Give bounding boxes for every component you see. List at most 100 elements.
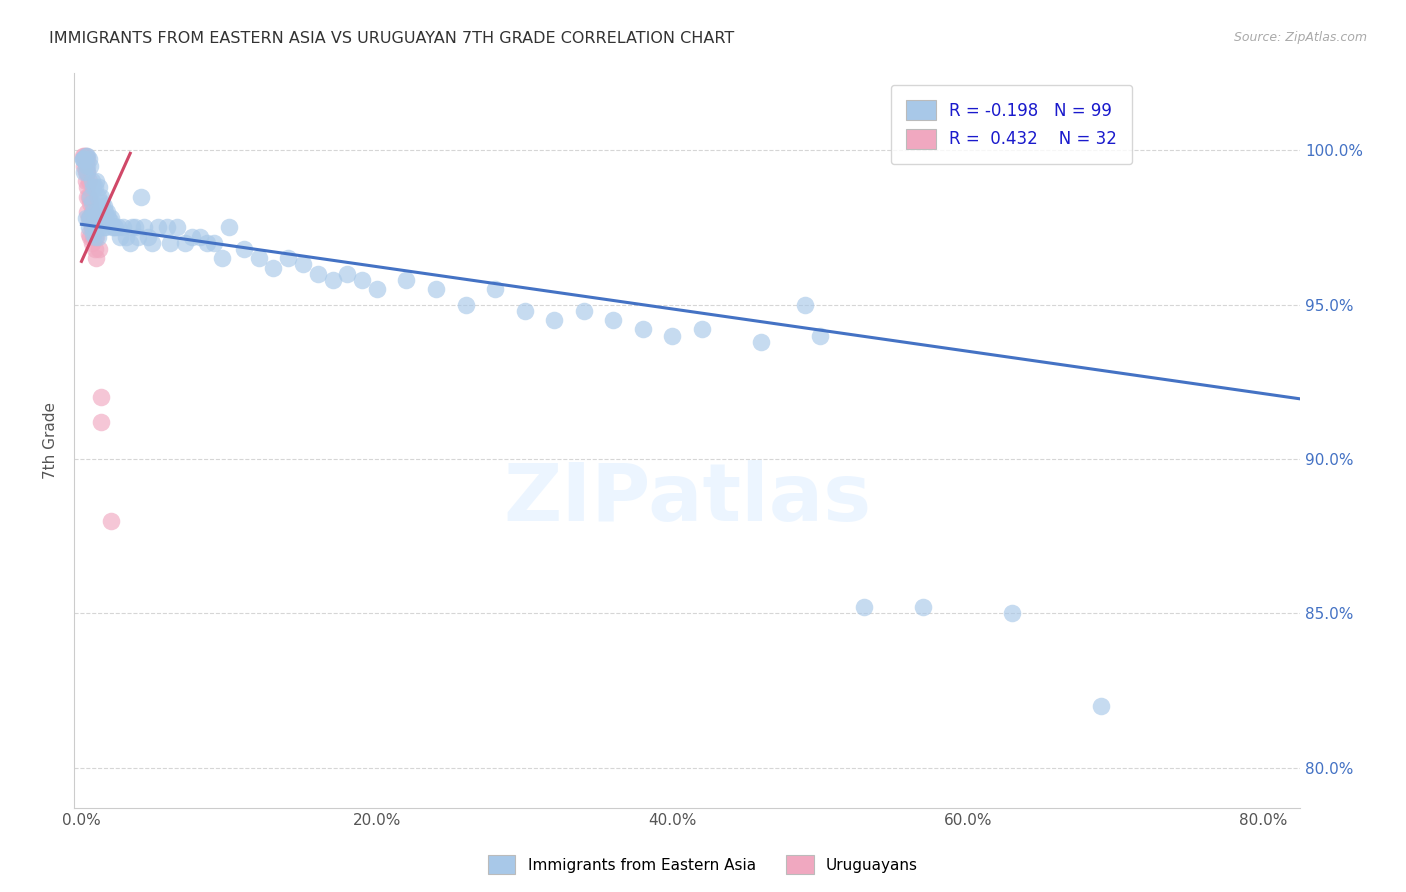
Point <box>77 211 100 226</box>
Point <box>808 328 831 343</box>
Point <box>97 211 120 226</box>
Point <box>87 229 110 244</box>
Point <box>82 229 104 244</box>
Point <box>87 189 110 203</box>
Point <box>80 220 103 235</box>
Point <box>72 153 94 167</box>
Point <box>83 242 105 256</box>
Point <box>166 220 188 235</box>
Point <box>75 149 97 163</box>
Point <box>543 313 565 327</box>
Point <box>127 229 149 244</box>
Point <box>77 220 100 235</box>
Point <box>80 195 103 210</box>
Point <box>141 235 163 250</box>
Point <box>307 267 329 281</box>
Point <box>484 282 506 296</box>
Point <box>322 273 344 287</box>
Point <box>111 220 134 235</box>
Point <box>80 235 103 250</box>
Point <box>1001 607 1024 621</box>
Point <box>84 252 107 266</box>
Point <box>83 214 105 228</box>
Y-axis label: 7th Grade: 7th Grade <box>44 402 58 479</box>
Point <box>89 220 111 235</box>
Point <box>366 282 388 296</box>
Point <box>75 165 97 179</box>
Point <box>93 199 115 213</box>
Point <box>77 174 100 188</box>
Point <box>82 205 104 219</box>
Point <box>80 205 103 219</box>
Point <box>336 267 359 281</box>
Text: IMMIGRANTS FROM EASTERN ASIA VS URUGUAYAN 7TH GRADE CORRELATION CHART: IMMIGRANTS FROM EASTERN ASIA VS URUGUAYA… <box>49 31 734 46</box>
Point <box>129 189 152 203</box>
Point <box>853 600 876 615</box>
Point <box>107 220 129 235</box>
Point <box>83 180 105 194</box>
Point <box>211 252 233 266</box>
Point <box>195 235 218 250</box>
Point <box>91 195 114 210</box>
Point <box>75 211 97 226</box>
Point <box>108 229 131 244</box>
Point <box>84 229 107 244</box>
Point <box>90 211 112 226</box>
Point <box>90 189 112 203</box>
Point <box>76 189 98 203</box>
Point <box>73 149 96 163</box>
Point <box>80 174 103 188</box>
Point <box>602 313 624 327</box>
Text: ZIPatlas: ZIPatlas <box>503 460 872 539</box>
Point <box>89 180 111 194</box>
Point <box>101 220 124 235</box>
Point <box>114 229 136 244</box>
Point <box>247 252 270 266</box>
Point <box>84 220 107 235</box>
Point <box>148 220 170 235</box>
Point <box>90 415 112 429</box>
Point <box>73 153 96 167</box>
Point <box>104 220 127 235</box>
Point <box>277 252 299 266</box>
Point <box>87 211 110 226</box>
Point <box>82 227 104 241</box>
Point <box>100 211 122 226</box>
Point <box>98 214 121 228</box>
Point <box>84 174 107 188</box>
Point <box>75 174 97 188</box>
Point <box>156 220 179 235</box>
Point <box>263 260 285 275</box>
Point <box>292 257 315 271</box>
Point <box>80 220 103 235</box>
Point <box>77 189 100 203</box>
Legend: R = -0.198   N = 99, R =  0.432    N = 32: R = -0.198 N = 99, R = 0.432 N = 32 <box>891 85 1132 164</box>
Point <box>661 328 683 343</box>
Point <box>631 322 654 336</box>
Point <box>72 153 94 167</box>
Point <box>94 220 117 235</box>
Point <box>72 149 94 163</box>
Point <box>690 322 713 336</box>
Point <box>96 205 118 219</box>
Point <box>90 390 112 404</box>
Point <box>83 229 105 244</box>
Point <box>93 220 115 235</box>
Point <box>91 211 114 226</box>
Point <box>352 273 374 287</box>
Point <box>749 334 772 349</box>
Point <box>83 220 105 235</box>
Point <box>94 205 117 219</box>
Point <box>121 220 143 235</box>
Point <box>89 242 111 256</box>
Point <box>513 303 536 318</box>
Point <box>454 298 477 312</box>
Point <box>1090 699 1112 714</box>
Point <box>794 298 817 312</box>
Text: Source: ZipAtlas.com: Source: ZipAtlas.com <box>1233 31 1367 45</box>
Point <box>100 514 122 528</box>
Point <box>572 303 595 318</box>
Point <box>395 273 418 287</box>
Point <box>233 242 256 256</box>
Point <box>103 220 125 235</box>
